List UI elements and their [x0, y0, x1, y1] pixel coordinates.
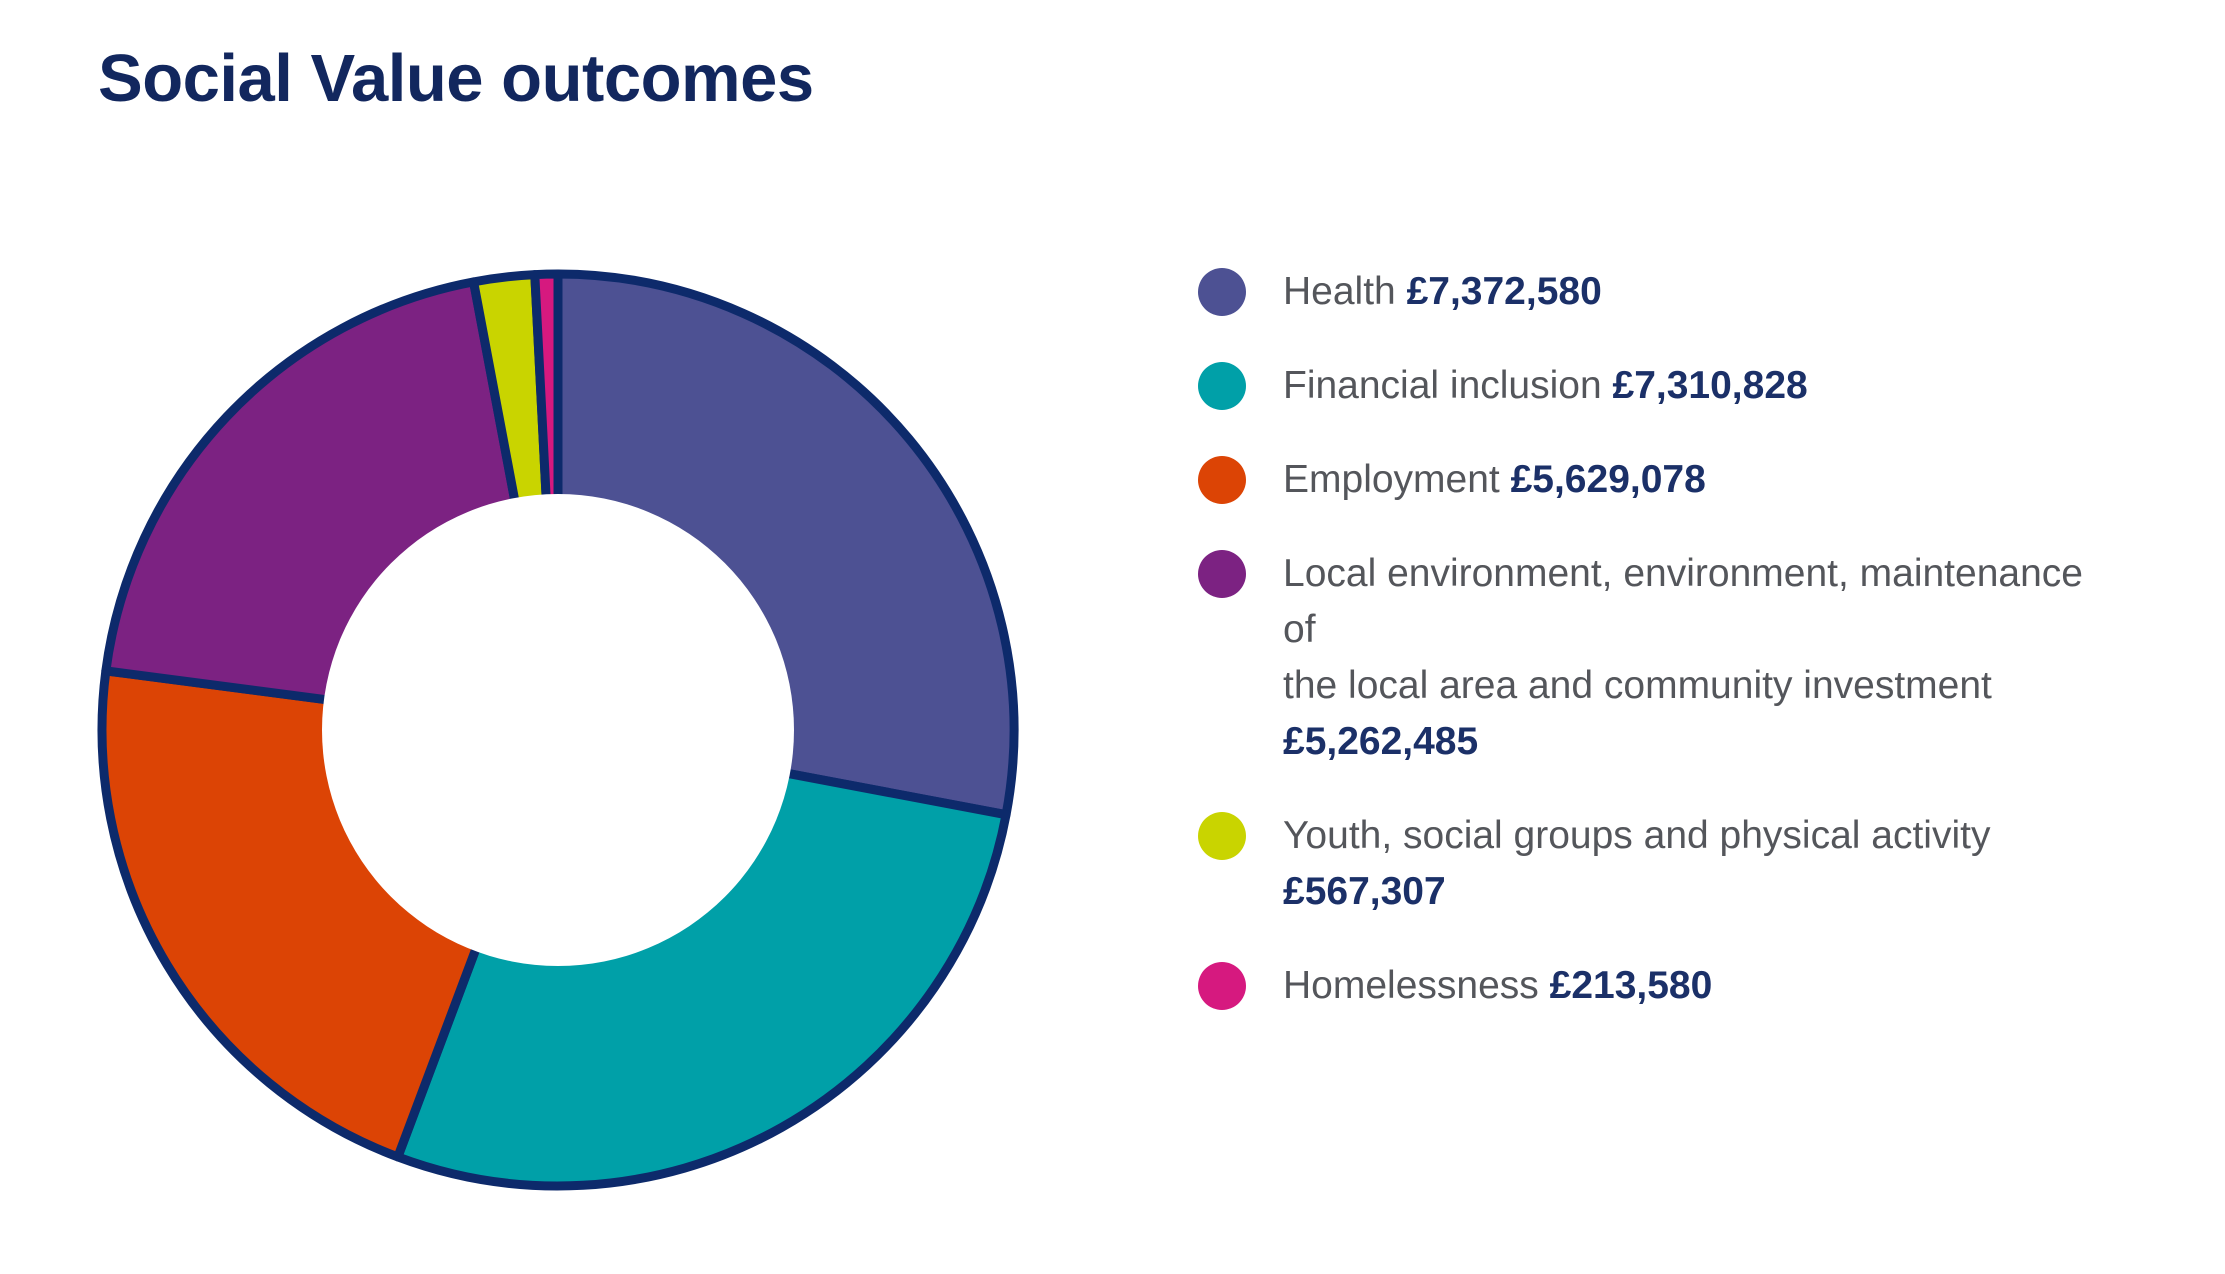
legend-bullet-icon-local-environment [1198, 550, 1246, 598]
legend-label-homelessness: Homelessness £213,580 [1283, 964, 1713, 1007]
legend-label-youth-social-groups: Youth, social groups and physical activi… [1283, 814, 1991, 913]
legend-item-youth-social-groups: Youth, social groups and physical activi… [1198, 808, 2128, 920]
legend-label-health: Health £7,372,580 [1283, 270, 1602, 313]
donut-hole [322, 494, 794, 966]
legend-value-health: £7,372,580 [1406, 270, 1602, 313]
page-title: Social Value outcomes [98, 41, 814, 116]
legend-label-local-environment: Local environment, environment, maintena… [1283, 552, 2083, 763]
legend-bullet-icon-financial-inclusion [1198, 362, 1246, 410]
legend-bullet-icon-homelessness [1198, 962, 1246, 1010]
legend-item-health: Health £7,372,580 [1198, 264, 2128, 320]
legend-bullet-icon-youth-social-groups [1198, 812, 1246, 860]
legend-bullet-icon-health [1198, 268, 1246, 316]
legend-bullet-icon-employment [1198, 456, 1246, 504]
legend-value-youth-social-groups: £567,307 [1283, 870, 1446, 913]
legend-item-homelessness: Homelessness £213,580 [1198, 958, 2128, 1014]
donut-chart [97, 269, 1019, 1191]
legend-value-homelessness: £213,580 [1549, 964, 1713, 1007]
legend-value-employment: £5,629,078 [1510, 458, 1706, 501]
legend-item-financial-inclusion: Financial inclusion £7,310,828 [1198, 358, 2128, 414]
legend-item-local-environment: Local environment, environment, maintena… [1198, 546, 2128, 770]
legend-item-employment: Employment £5,629,078 [1198, 452, 2128, 508]
legend-label-employment: Employment £5,629,078 [1283, 458, 1706, 501]
legend: Health £7,372,580 Financial inclusion £7,… [1198, 264, 2128, 1052]
legend-value-local-environment: £5,262,485 [1283, 720, 1479, 763]
legend-value-financial-inclusion: £7,310,828 [1612, 364, 1808, 407]
legend-label-financial-inclusion: Financial inclusion £7,310,828 [1283, 364, 1808, 407]
